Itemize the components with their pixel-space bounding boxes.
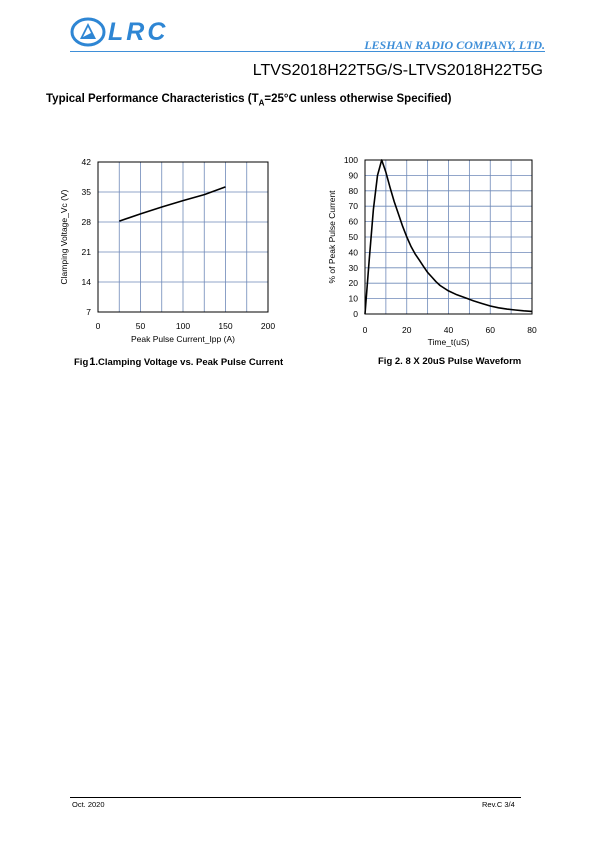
fig1-series-line (119, 186, 226, 222)
fig2-ytick-label: 20 (349, 278, 359, 288)
fig1-xtick-label: 200 (261, 321, 275, 331)
fig2-xaxis-label: Time_t(uS) (428, 337, 470, 347)
fig2-series-line (364, 159, 533, 315)
fig1-xtick-label: 0 (96, 321, 101, 331)
fig2-xtick-label: 0 (363, 325, 368, 335)
fig2-ytick-label: 30 (349, 263, 359, 273)
fig2-ytick-label: 70 (349, 201, 359, 211)
fig2-yaxis-label: % of Peak Pulse Current (327, 190, 337, 284)
fig2-xtick-label: 20 (402, 325, 412, 335)
fig2-xtick-label: 40 (444, 325, 454, 335)
fig2-ytick-label: 0 (353, 309, 358, 319)
fig1-xtick-label: 50 (136, 321, 146, 331)
fig1-ytick-label: 28 (82, 217, 92, 227)
fig1-ytick-label: 42 (82, 157, 92, 167)
fig1-caption-post: .Clamping Voltage vs. Peak Pulse Current (95, 357, 284, 368)
fig2-ytick-label: 90 (349, 170, 359, 180)
fig1-ytick-label: 21 (82, 247, 92, 257)
footer-revision: Rev.C 3/4 (482, 800, 515, 809)
fig2-ytick-label: 60 (349, 217, 359, 227)
section-title-pre: Typical Performance Characteristics (T (46, 93, 259, 105)
fig1-caption-pre: Fig (74, 357, 89, 368)
fig1-plot-frame (97, 161, 269, 313)
fig1-yaxis-label: Clamping Voltage_Vc (V) (59, 189, 69, 284)
header-divider (70, 51, 545, 52)
logo-text: LRC (108, 18, 169, 46)
fig1-xtick-label: 100 (176, 321, 190, 331)
section-title-sub: A (258, 98, 265, 108)
fig1-ytick-label: 35 (82, 187, 92, 197)
fig2-ytick-label: 50 (349, 232, 359, 242)
footer-divider (70, 797, 521, 798)
fig1-caption-num: 1 (89, 356, 96, 368)
fig2-ytick-label: 100 (344, 155, 358, 165)
footer-date: Oct. 2020 (72, 800, 105, 809)
fig2-ytick-label: 10 (349, 294, 359, 304)
fig2-xtick-label: 60 (486, 325, 496, 335)
fig2-ytick-label: 40 (349, 247, 359, 257)
lrc-logo-icon (70, 17, 106, 47)
fig2-caption: Fig 2. 8 X 20uS Pulse Waveform (378, 356, 522, 367)
fig1-ytick-label: 14 (82, 277, 92, 287)
fig1-xtick-label: 150 (218, 321, 232, 331)
section-title: Typical Performance Characteristics (TA=… (46, 93, 451, 107)
fig1-chart: 7 14 21 28 35 42 0 50 100 150 200 Peak Pulse Curren… (59, 157, 275, 344)
part-number: LTVS2018H22T5G/S-LTVS2018H22T5G (252, 62, 543, 79)
company-name: LESHAN RADIO COMPANY, LTD. (364, 38, 545, 52)
fig1-xaxis-label: Peak Pulse Current_Ipp (A) (131, 334, 235, 344)
fig2-ytick-label: 80 (349, 186, 359, 196)
fig2-xtick-label: 80 (527, 325, 537, 335)
section-title-post: =25°C unless otherwise Specified) (264, 93, 452, 105)
fig2-plot-frame (364, 159, 533, 315)
fig1-ytick-label: 7 (86, 307, 91, 317)
fig1-caption: Fig1.Clamping Voltage vs. Peak Pulse Cur… (74, 356, 283, 368)
fig2-chart: 0 10 20 30 40 50 60 70 80 90 100 0 20 40 60 80 Time_t(uS… (327, 155, 537, 347)
